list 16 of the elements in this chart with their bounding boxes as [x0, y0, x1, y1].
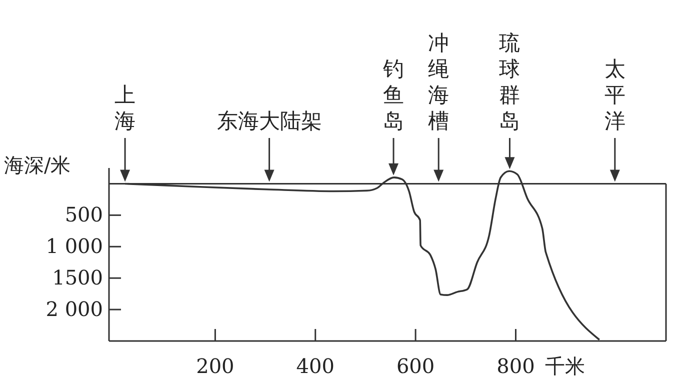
annotation: 钓鱼岛: [382, 57, 404, 133]
annotation: 太平洋: [604, 57, 626, 133]
y-tick-label: 2 000: [46, 296, 103, 321]
x-tick-label: 600: [396, 354, 435, 378]
annotation: 东海大陆架: [216, 109, 322, 133]
x-axis-title: 千米: [545, 354, 585, 378]
x-tick-label: 200: [196, 354, 234, 378]
y-tick-label: 500: [64, 202, 103, 227]
annotation: 冲绳海槽: [428, 31, 450, 133]
y-axis-title: 海深/米: [4, 153, 71, 177]
y-tick-label: 1 000: [46, 234, 103, 258]
y-tick-label: 1500: [52, 265, 103, 290]
x-tick-label: 800: [496, 354, 535, 378]
x-tick-label: 400: [296, 354, 334, 378]
annotation: 琉球群岛: [499, 31, 520, 133]
annotation: 上海: [114, 83, 136, 133]
